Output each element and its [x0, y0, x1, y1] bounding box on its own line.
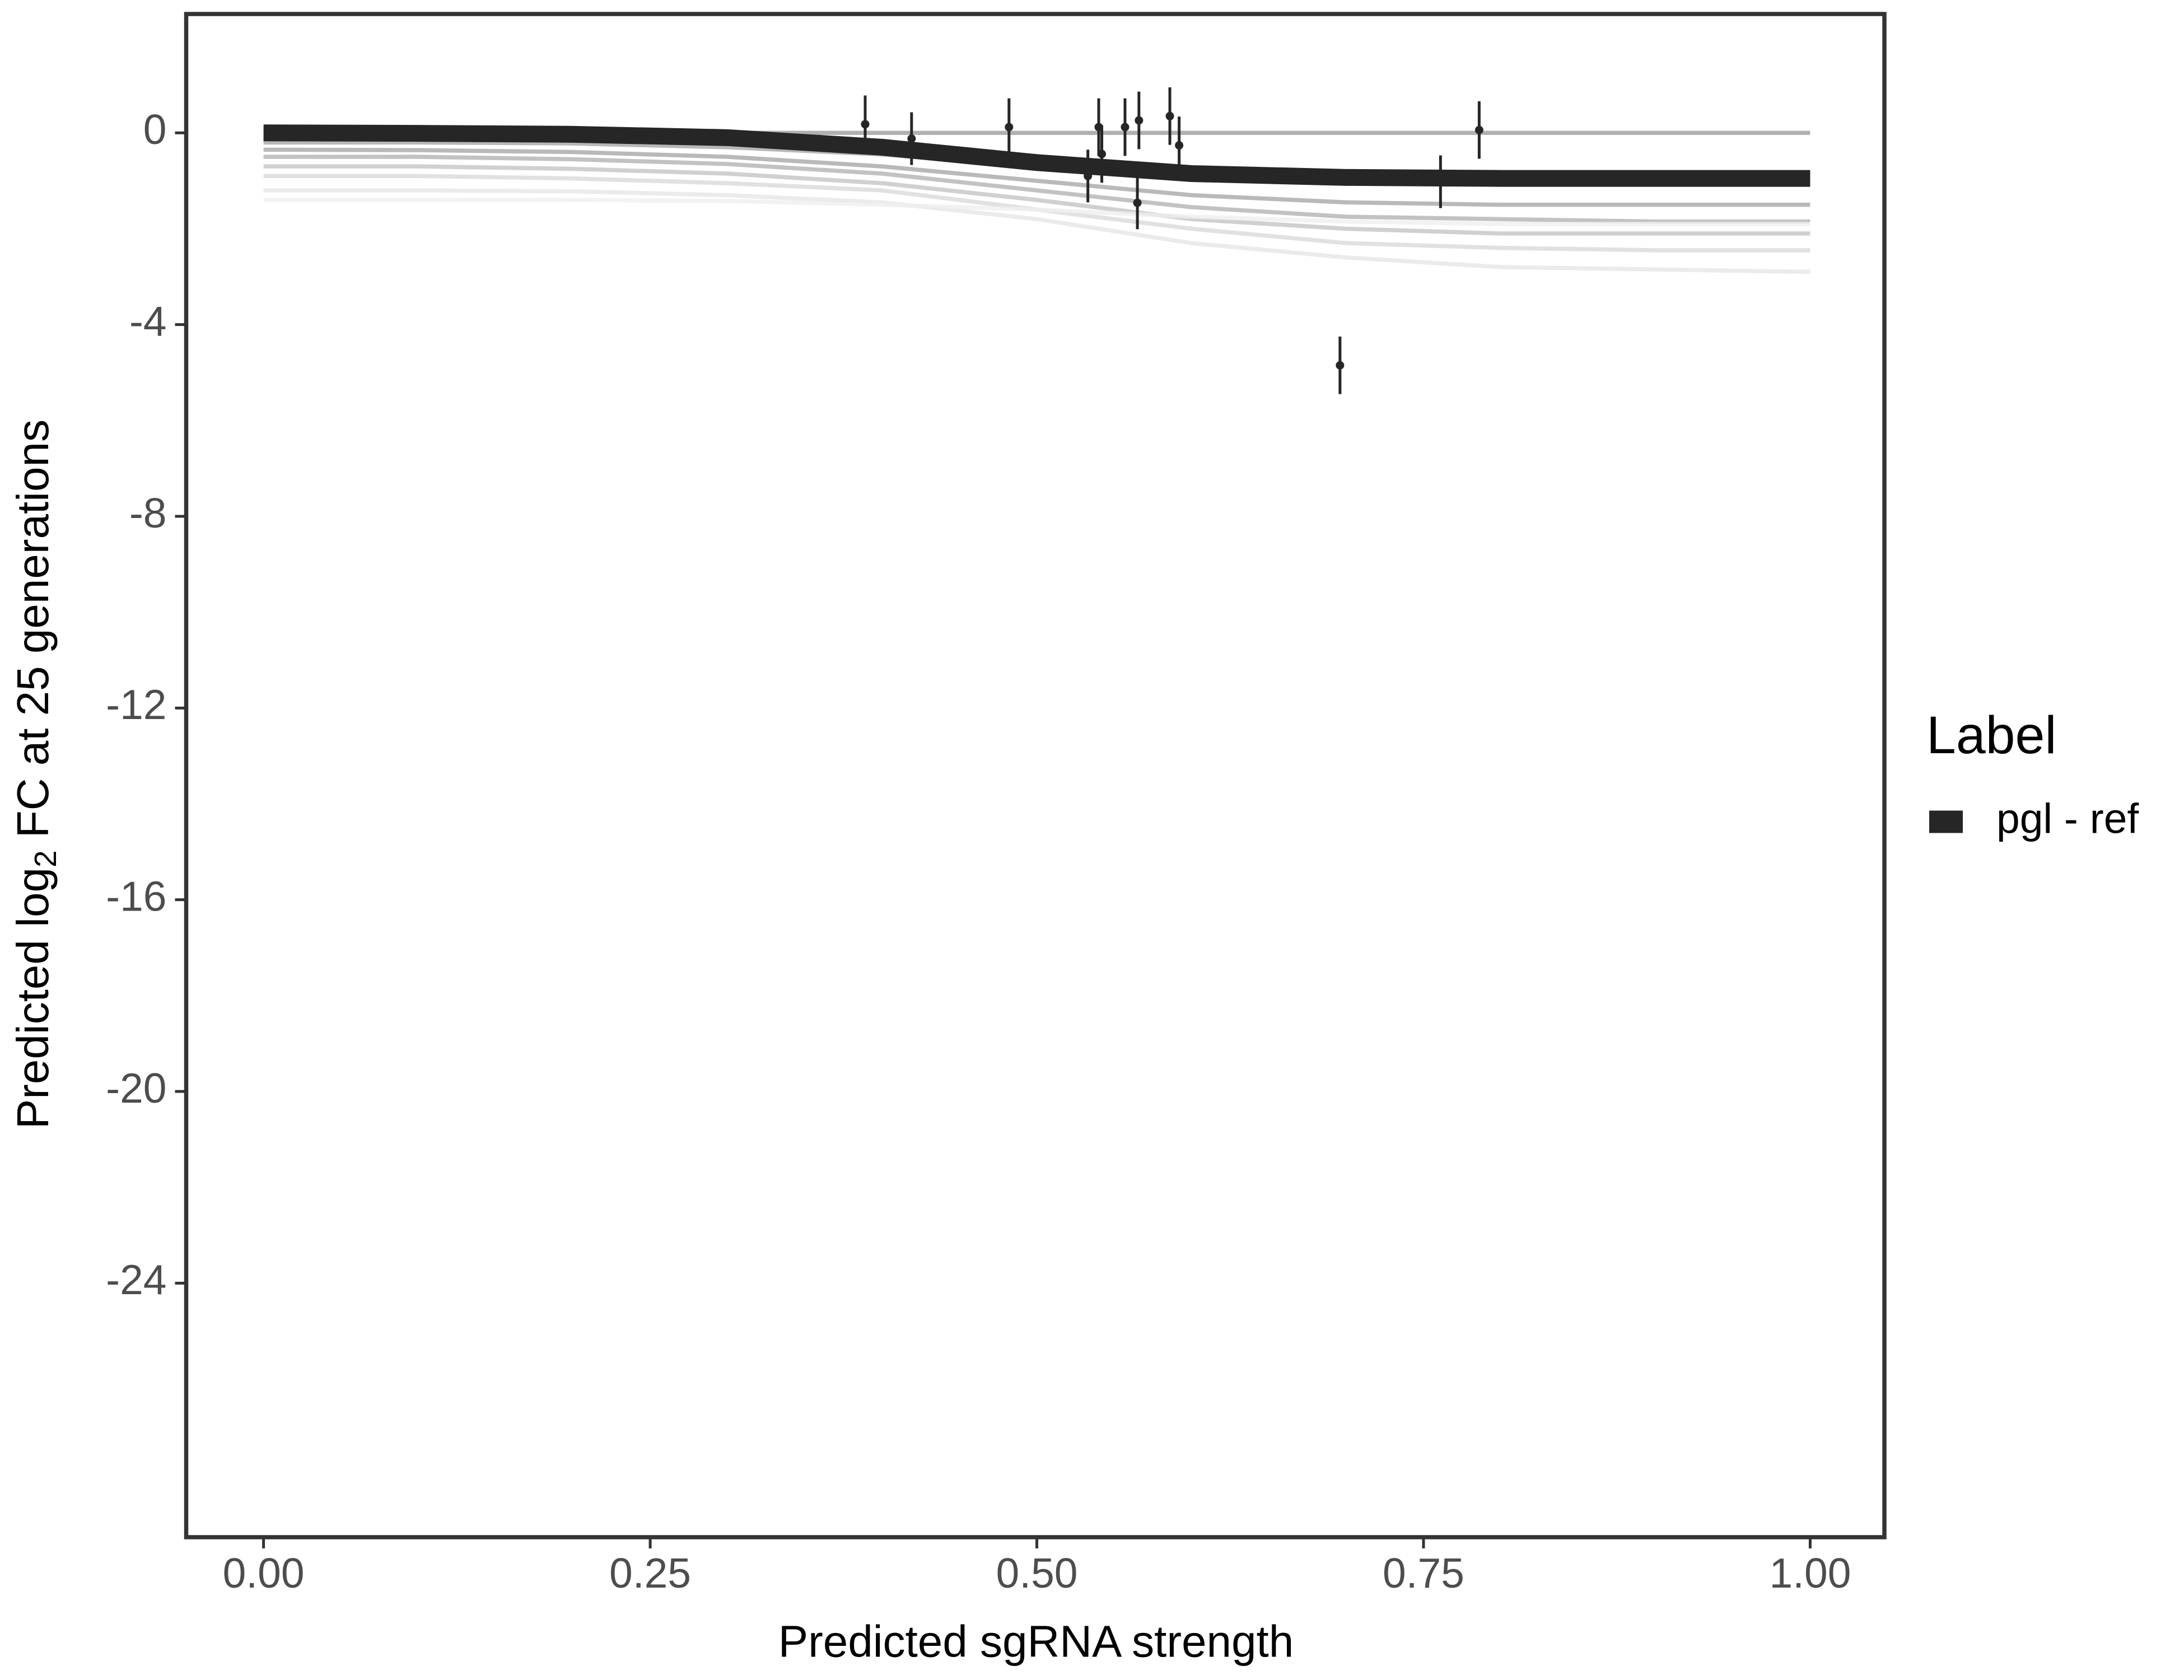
posterior-draw	[263, 174, 1810, 253]
posterior-draw	[263, 155, 1810, 224]
x-tick-label: 0.75	[1383, 1550, 1464, 1597]
y-tick-label: -12	[106, 681, 166, 728]
legend-key	[1929, 810, 1963, 833]
y-tick-label: -16	[106, 872, 166, 920]
y-axis-title-part: FC at 25 generations	[8, 419, 58, 850]
posterior-draw	[263, 147, 1810, 207]
data-point	[1336, 361, 1345, 370]
y-axis-title: Predicted log2 FC at 25 generations	[8, 419, 62, 1129]
x-tick-label: 0.00	[223, 1550, 305, 1597]
data-point	[1474, 125, 1483, 134]
y-tick-label: -4	[129, 297, 167, 344]
data-point	[1165, 111, 1174, 120]
x-axis-title: Predicted sgRNA strength	[778, 1617, 1294, 1667]
data-point	[1121, 123, 1130, 132]
data-point	[1084, 171, 1093, 180]
y-tick-label: -24	[106, 1256, 166, 1303]
y-tick-label: 0	[143, 106, 167, 153]
posterior-draw	[263, 198, 1810, 226]
y-axis-title-part: Predicted log	[8, 867, 58, 1129]
data-point	[1005, 123, 1014, 132]
legend-title: Label	[1926, 706, 2056, 765]
data-point	[1175, 141, 1184, 150]
series-line	[263, 124, 1810, 187]
data-point	[907, 134, 916, 143]
data-point	[1135, 116, 1144, 125]
data-point	[1098, 150, 1107, 158]
y-axis-title-subscript: 2	[28, 850, 63, 867]
posterior-draw	[263, 188, 1810, 274]
x-tick-label: 1.00	[1769, 1550, 1851, 1597]
plot-frame	[184, 12, 1887, 1539]
y-tick-label: -8	[129, 489, 167, 536]
data-point	[1436, 178, 1445, 186]
posterior-draw	[263, 164, 1810, 236]
data-point	[1133, 198, 1142, 207]
x-tick-label: 0.50	[996, 1550, 1078, 1597]
data-point	[861, 120, 870, 129]
y-tick-label: -20	[106, 1065, 166, 1112]
legend-label: pgl - ref	[1996, 795, 2139, 842]
x-tick-label: 0.25	[609, 1550, 691, 1597]
